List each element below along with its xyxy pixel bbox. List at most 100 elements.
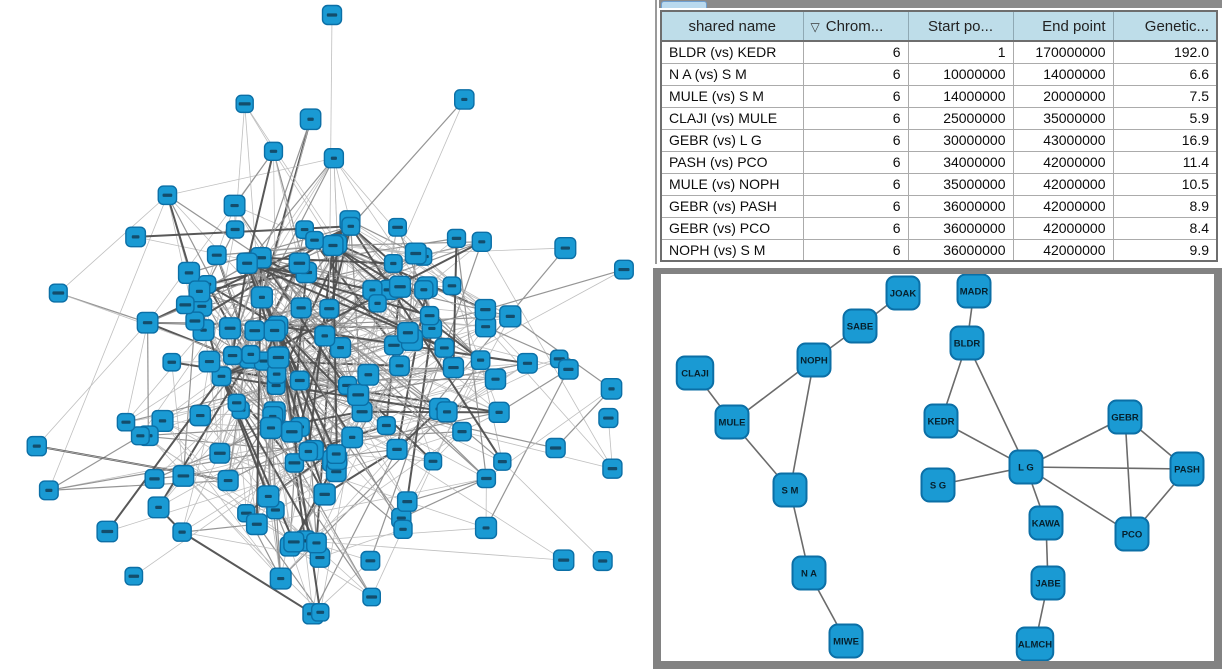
network-node[interactable]: [383, 254, 403, 273]
table-row[interactable]: PASH (vs) PCO 6 34000000 42000000 11.4: [660, 150, 1218, 174]
network-node[interactable]: [376, 415, 396, 436]
network-node[interactable]: [185, 311, 205, 331]
network-node[interactable]: [269, 567, 292, 590]
network-node[interactable]: [357, 363, 380, 386]
node-NA[interactable]: N A: [791, 555, 827, 591]
column-header-4[interactable]: Genetic...: [1112, 10, 1218, 42]
edge-NOPH-SM[interactable]: [789, 359, 815, 491]
network-node[interactable]: [267, 346, 290, 369]
edge-BLDR-LG[interactable]: [966, 342, 1027, 468]
table-cell[interactable]: 6.6: [1112, 62, 1218, 86]
network-node[interactable]: [341, 426, 364, 449]
network-node[interactable]: [245, 513, 268, 536]
table-cell[interactable]: 42000000: [1012, 238, 1114, 262]
table-cell[interactable]: 6: [802, 238, 909, 262]
table-cell[interactable]: 6: [802, 40, 909, 64]
node-KEDR[interactable]: KEDR: [923, 403, 959, 439]
network-node[interactable]: [613, 259, 634, 280]
network-node[interactable]: [144, 468, 165, 489]
network-node[interactable]: [545, 437, 566, 459]
network-node[interactable]: [347, 383, 370, 406]
network-node[interactable]: [484, 368, 507, 390]
table-cell[interactable]: 6: [802, 106, 909, 130]
table-cell[interactable]: 42000000: [1012, 150, 1114, 174]
network-node[interactable]: [319, 298, 340, 319]
table-cell[interactable]: 36000000: [907, 194, 1014, 218]
node-KAWA[interactable]: KAWA: [1028, 505, 1064, 541]
network-node[interactable]: [393, 519, 413, 540]
network-node[interactable]: [386, 438, 408, 460]
node-SG[interactable]: S G: [920, 467, 956, 503]
network-node[interactable]: [436, 401, 458, 423]
network-node[interactable]: [362, 587, 382, 607]
network-node[interactable]: [313, 483, 336, 506]
network-node[interactable]: [259, 416, 283, 440]
edge-GEBR-PCO[interactable]: [1124, 416, 1133, 535]
network-node[interactable]: [209, 442, 231, 464]
network-node[interactable]: [554, 236, 577, 260]
network-node[interactable]: [602, 458, 623, 479]
node-JOAK[interactable]: JOAK: [885, 275, 921, 311]
network-node[interactable]: [476, 468, 497, 489]
network-node[interactable]: [306, 532, 327, 554]
table-row[interactable]: BLDR (vs) KEDR 6 1 170000000 192.0: [660, 40, 1218, 64]
table-cell[interactable]: 14000000: [1012, 62, 1114, 86]
table-cell[interactable]: 1: [907, 40, 1014, 64]
network-node[interactable]: [600, 377, 623, 400]
network-node[interactable]: [172, 522, 192, 542]
table-cell[interactable]: BLDR (vs) KEDR: [660, 40, 804, 64]
network-node[interactable]: [558, 359, 579, 380]
table-cell[interactable]: 7.5: [1112, 84, 1218, 108]
table-cell[interactable]: 30000000: [907, 128, 1014, 152]
network-node[interactable]: [552, 549, 575, 571]
network-node[interactable]: [470, 350, 491, 370]
table-cell[interactable]: 35000000: [907, 172, 1014, 196]
network-node[interactable]: [322, 234, 344, 257]
table-cell[interactable]: 6: [802, 194, 909, 218]
network-node[interactable]: [225, 220, 245, 239]
network-node[interactable]: [157, 185, 178, 206]
table-cell[interactable]: 8.4: [1112, 216, 1218, 240]
network-node[interactable]: [493, 452, 512, 471]
network-node[interactable]: [341, 216, 361, 236]
network-node[interactable]: [310, 603, 330, 622]
small-network-canvas[interactable]: JOAK SABE NOPH CLAJI MULE S M N A MIWE MADR BLDR K…: [661, 274, 1214, 661]
table-cell[interactable]: 34000000: [907, 150, 1014, 174]
network-node[interactable]: [396, 491, 418, 512]
network-node[interactable]: [38, 480, 59, 501]
table-cell[interactable]: 43000000: [1012, 128, 1114, 152]
table-cell[interactable]: 6: [802, 62, 909, 86]
network-node[interactable]: [244, 320, 266, 342]
table-cell[interactable]: 6: [802, 150, 909, 174]
edge-LG-PCO[interactable]: [1025, 466, 1133, 535]
network-node[interactable]: [414, 280, 434, 300]
network-node[interactable]: [257, 485, 280, 508]
table-cell[interactable]: 10.5: [1112, 172, 1218, 196]
network-node[interactable]: [198, 350, 221, 373]
network-node[interactable]: [442, 276, 462, 296]
table-cell[interactable]: 6: [802, 128, 909, 152]
network-node[interactable]: [598, 407, 619, 429]
network-node[interactable]: [236, 252, 258, 275]
network-node[interactable]: [389, 355, 410, 377]
network-node[interactable]: [283, 531, 305, 553]
column-header-3[interactable]: End point: [1012, 10, 1114, 42]
network-node[interactable]: [434, 337, 455, 358]
table-cell[interactable]: 6: [802, 172, 909, 196]
network-node[interactable]: [280, 420, 303, 443]
node-SM[interactable]: S M: [772, 472, 808, 508]
table-cell[interactable]: CLAJI (vs) MULE: [660, 106, 804, 130]
network-node[interactable]: [116, 412, 136, 432]
network-node[interactable]: [404, 242, 427, 265]
network-node[interactable]: [290, 297, 312, 319]
network-node[interactable]: [452, 421, 472, 442]
network-node[interactable]: [147, 496, 170, 519]
network-node[interactable]: [26, 435, 48, 457]
table-cell[interactable]: 25000000: [907, 106, 1014, 130]
network-node[interactable]: [284, 453, 305, 473]
network-node[interactable]: [263, 319, 286, 342]
table-row[interactable]: GEBR (vs) PCO 6 36000000 42000000 8.4: [660, 216, 1218, 240]
network-node[interactable]: [499, 305, 522, 328]
network-node[interactable]: [488, 401, 510, 424]
table-cell[interactable]: GEBR (vs) PCO: [660, 216, 804, 240]
